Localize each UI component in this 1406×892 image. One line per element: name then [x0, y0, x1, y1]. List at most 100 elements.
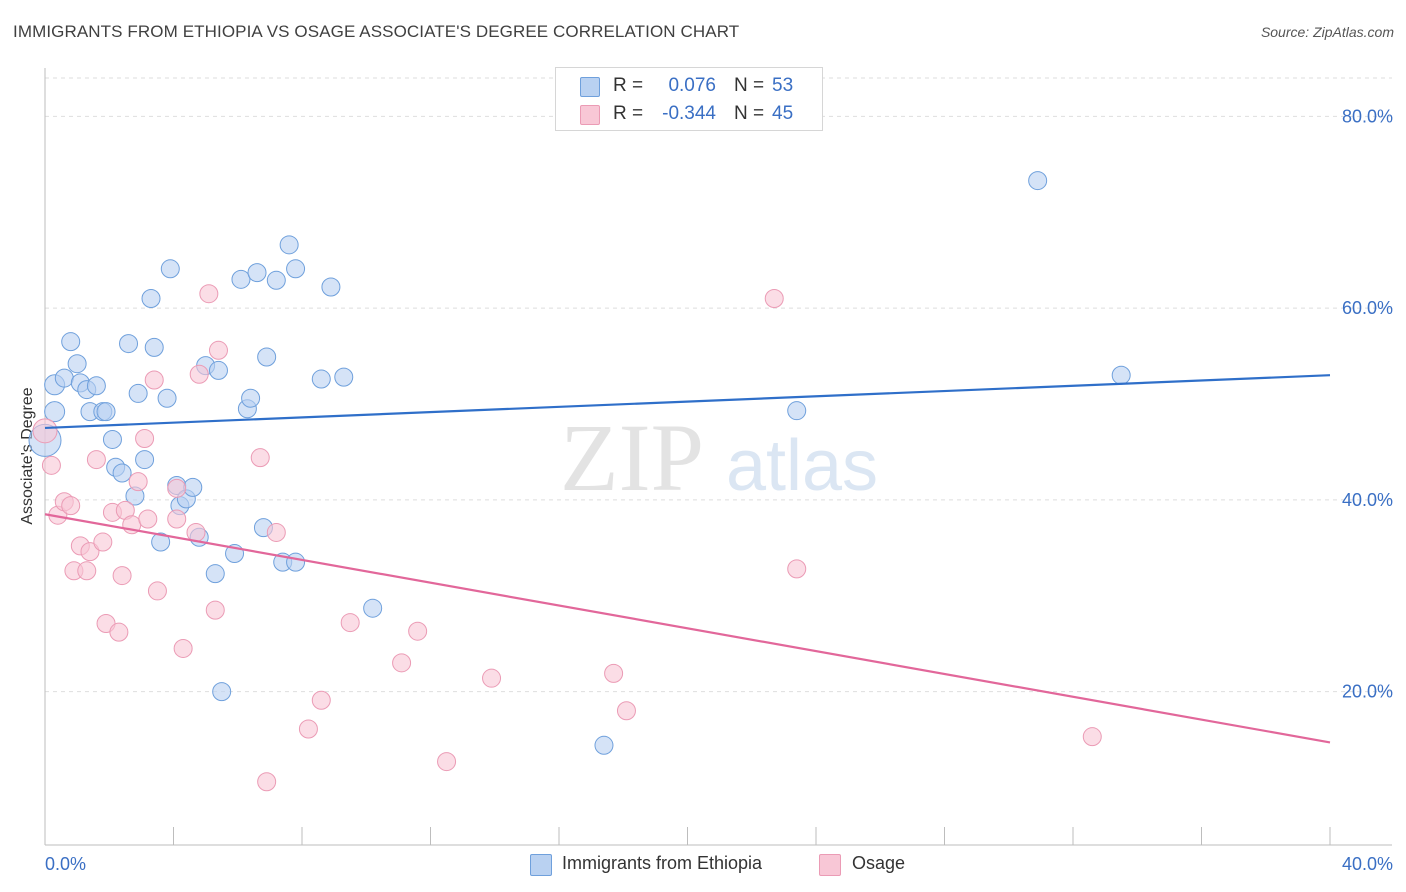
bottom-legend-swatch-ethiopia: [530, 854, 552, 876]
point-osage: [86, 450, 106, 470]
point-ethiopia: [231, 269, 251, 289]
point-osage: [266, 522, 286, 542]
x-tick-label: 40.0%: [1342, 854, 1393, 874]
point-osage: [186, 522, 206, 542]
data-points: [28, 171, 1131, 792]
point-ethiopia: [183, 477, 203, 497]
point-osage: [298, 719, 318, 739]
point-osage: [1082, 727, 1102, 747]
legend-n-value: 53: [772, 75, 794, 96]
point-ethiopia: [135, 450, 155, 470]
point-osage: [93, 532, 113, 552]
point-osage: [138, 509, 158, 529]
x-tick-label: 0.0%: [45, 854, 86, 874]
point-ethiopia: [286, 552, 306, 572]
point-ethiopia: [321, 277, 341, 297]
point-ethiopia: [141, 289, 161, 309]
point-ethiopia: [96, 402, 116, 422]
point-ethiopia: [266, 270, 286, 290]
point-osage: [167, 509, 187, 529]
trend-lines: [44, 374, 1331, 744]
legend-swatch-ethiopia: [580, 77, 600, 97]
point-ethiopia: [247, 263, 267, 283]
point-ethiopia: [157, 388, 177, 408]
point-osage: [208, 340, 228, 360]
legend-n-label: N =: [734, 103, 765, 124]
point-ethiopia: [44, 401, 66, 423]
point-ethiopia: [594, 735, 614, 755]
legend-row-osage: R = -0.344 N = 45: [556, 102, 822, 128]
point-ethiopia: [128, 383, 148, 403]
y-tick-label: 80.0%: [1342, 106, 1393, 126]
point-ethiopia: [279, 235, 299, 255]
point-ethiopia: [363, 598, 383, 618]
point-ethiopia: [54, 368, 74, 388]
point-osage: [392, 653, 412, 673]
point-osage: [250, 448, 270, 468]
bottom-legend-label-ethiopia: Immigrants from Ethiopia: [562, 853, 763, 873]
point-osage: [41, 455, 61, 475]
legend-swatch-osage: [580, 105, 600, 125]
point-ethiopia: [67, 354, 87, 374]
point-ethiopia: [286, 259, 306, 279]
point-osage: [616, 701, 636, 721]
gridlines: [45, 77, 1392, 693]
point-ethiopia: [334, 367, 354, 387]
watermark-zip: ZIP: [560, 404, 704, 511]
axes: [44, 68, 1392, 846]
legend-r-label: R =: [613, 103, 644, 124]
point-ethiopia: [205, 564, 225, 584]
point-osage: [199, 284, 219, 304]
bottom-legend-swatch-osage: [819, 854, 841, 876]
point-ethiopia: [1111, 365, 1131, 385]
legend-n-label: N =: [734, 75, 765, 96]
point-osage: [77, 561, 97, 581]
tick-labels: 20.0% 40.0% 60.0% 80.0% 0.0% 40.0%: [45, 106, 1393, 874]
point-ethiopia: [241, 388, 261, 408]
point-ethiopia: [257, 347, 277, 367]
point-osage: [144, 370, 164, 390]
legend-r-value: 0.076: [668, 75, 716, 96]
bottom-legend-label-osage: Osage: [852, 853, 906, 873]
point-osage: [205, 600, 225, 620]
point-ethiopia: [61, 332, 81, 352]
point-osage: [167, 478, 187, 498]
point-osage: [135, 428, 155, 448]
point-ethiopia: [102, 429, 122, 449]
point-osage: [437, 752, 457, 772]
point-osage: [787, 559, 807, 579]
point-ethiopia: [119, 334, 139, 354]
trend-line-osage: [44, 513, 1331, 744]
point-ethiopia: [144, 337, 164, 357]
watermark: ZIP atlas: [560, 404, 878, 511]
point-osage: [80, 542, 100, 562]
point-ethiopia: [212, 682, 232, 702]
point-osage: [604, 663, 624, 683]
watermark-atlas: atlas: [726, 426, 878, 506]
point-osage: [340, 613, 360, 633]
point-ethiopia: [160, 259, 180, 279]
point-osage: [109, 622, 129, 642]
point-ethiopia: [311, 369, 331, 389]
point-osage: [189, 364, 209, 384]
point-osage: [257, 772, 277, 792]
legend-row-ethiopia: R = 0.076 N = 53: [556, 74, 822, 100]
correlation-legend: R = 0.076 N = 53 R = -0.344 N = 45: [555, 67, 823, 131]
y-tick-label: 60.0%: [1342, 298, 1393, 318]
point-osage: [147, 581, 167, 601]
point-ethiopia: [787, 401, 807, 421]
source-note: Source: ZipAtlas.com: [1260, 24, 1394, 40]
legend-n-value: 45: [772, 103, 794, 124]
point-ethiopia: [112, 463, 132, 483]
y-tick-label: 40.0%: [1342, 490, 1393, 510]
point-ethiopia: [1028, 171, 1048, 191]
point-ethiopia: [208, 360, 228, 380]
point-ethiopia: [151, 532, 171, 552]
point-osage: [482, 668, 502, 688]
point-osage: [408, 621, 428, 641]
chart-title: IMMIGRANTS FROM ETHIOPIA VS OSAGE ASSOCI…: [13, 22, 740, 41]
point-osage: [764, 289, 784, 309]
legend-r-label: R =: [613, 75, 644, 96]
point-ethiopia: [86, 376, 106, 396]
